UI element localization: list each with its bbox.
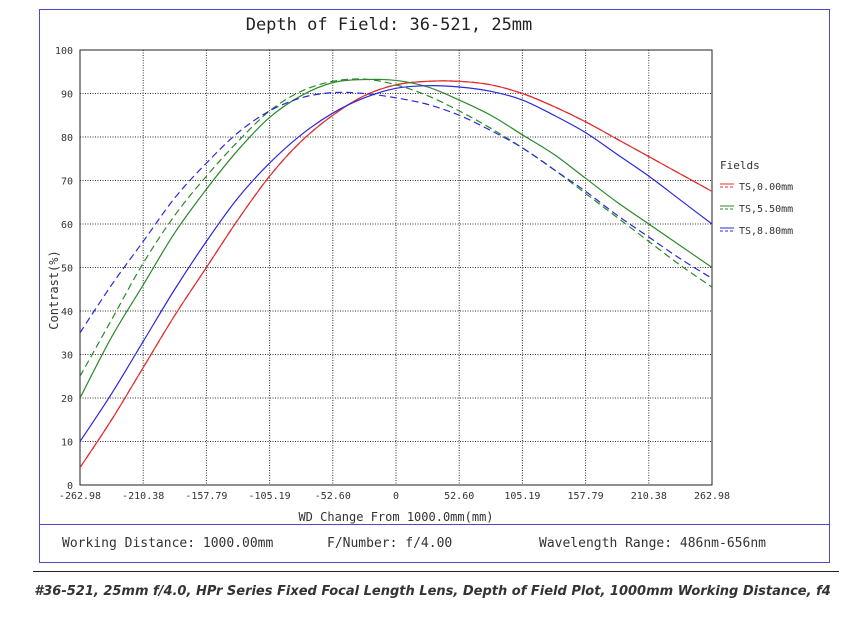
y-tick-label: 100 xyxy=(55,46,73,57)
y-axis-label: Contrast(%) xyxy=(47,250,61,329)
series-lines xyxy=(80,78,712,468)
x-tick-label: -52.60 xyxy=(315,491,351,502)
series-line-dashed-1 xyxy=(80,80,712,468)
x-tick-label: 210.38 xyxy=(631,491,667,502)
y-tick-label: 10 xyxy=(61,438,73,449)
y-tick-label: 60 xyxy=(61,220,73,231)
y-tick-label: 50 xyxy=(61,264,73,275)
y-tick-label: 20 xyxy=(61,394,73,405)
working-distance-text: Working Distance: 1000.00mm xyxy=(62,536,274,551)
series-line-dashed-5 xyxy=(80,91,712,334)
grid xyxy=(80,50,712,485)
footer-info-bar: Working Distance: 1000.00mm F/Number: f/… xyxy=(39,525,830,563)
depth-of-field-chart: Depth of Field: 36-521, 25mm 0 10 20 30 40 50… xyxy=(47,15,793,524)
y-tick-label: 80 xyxy=(61,133,73,144)
legend: TS,0.00mm TS,5.50mm TS,8.80mm xyxy=(720,182,793,237)
legend-label: TS,0.00mm xyxy=(739,182,793,193)
x-tick-label: -105.19 xyxy=(249,491,291,502)
x-tick-label: -210.38 xyxy=(122,491,164,502)
y-tick-label: 30 xyxy=(61,351,73,362)
series-line-solid-2 xyxy=(80,78,712,399)
figure-frame xyxy=(39,9,830,525)
legend-title: Fields xyxy=(720,159,760,172)
x-tick-label: -262.98 xyxy=(59,491,101,502)
x-tick-label: -157.79 xyxy=(185,491,227,502)
x-tick-label: 157.79 xyxy=(568,491,604,502)
series-line-solid-4 xyxy=(80,85,712,442)
x-axis-ticks: -262.98 -210.38 -157.79 -105.19 -52.60 0 52.60… xyxy=(59,491,730,502)
y-tick-label: 0 xyxy=(67,481,73,492)
x-tick-label: 52.60 xyxy=(444,491,474,502)
x-tick-label: 0 xyxy=(393,491,399,502)
y-tick-label: 70 xyxy=(61,177,73,188)
caption-divider xyxy=(33,571,839,572)
x-axis-label: WD Change From 1000.0mm(mm) xyxy=(298,510,493,524)
x-tick-label: 105.19 xyxy=(504,491,540,502)
figure-caption: #36-521, 25mm f/4.0, HPr Series Fixed Fo… xyxy=(34,584,831,599)
series-line-dashed-3 xyxy=(80,78,712,377)
wavelength-range-text: Wavelength Range: 486nm-656nm xyxy=(539,536,766,551)
legend-label: TS,8.80mm xyxy=(739,226,793,237)
y-tick-label: 40 xyxy=(61,307,73,318)
x-tick-label: 262.98 xyxy=(694,491,730,502)
chart-title: Depth of Field: 36-521, 25mm xyxy=(246,15,533,35)
y-axis-ticks: 0 10 20 30 40 50 60 70 80 90 100 xyxy=(55,46,73,492)
f-number-text: F/Number: f/4.00 xyxy=(327,536,453,551)
y-tick-label: 90 xyxy=(61,90,73,101)
legend-label: TS,5.50mm xyxy=(739,204,793,215)
